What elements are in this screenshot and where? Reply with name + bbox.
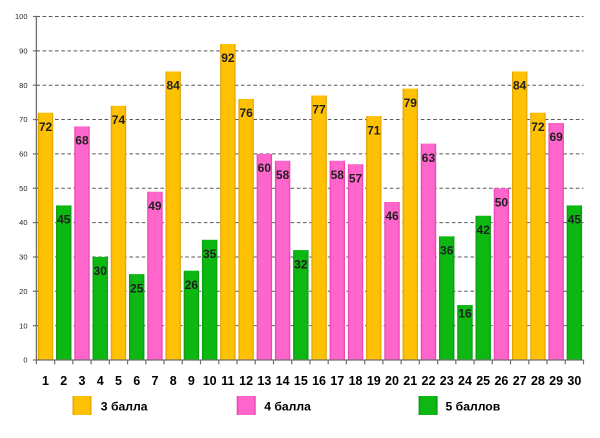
svg-text:16: 16 [312,374,326,388]
svg-text:17: 17 [330,374,344,388]
svg-text:25: 25 [476,374,490,388]
svg-text:23: 23 [440,374,454,388]
svg-text:11: 11 [221,374,234,388]
svg-text:35: 35 [203,247,217,261]
svg-text:72: 72 [531,120,545,134]
svg-text:25: 25 [130,281,144,295]
svg-text:12: 12 [239,374,253,388]
svg-text:30: 30 [567,374,581,388]
svg-text:45: 45 [57,213,71,227]
svg-text:26: 26 [185,278,199,292]
svg-text:22: 22 [422,374,436,388]
svg-text:90: 90 [19,46,27,55]
svg-text:50: 50 [19,184,27,193]
svg-text:2: 2 [60,374,67,388]
svg-text:57: 57 [349,171,363,185]
svg-text:58: 58 [331,168,345,182]
svg-text:72: 72 [39,120,53,134]
svg-text:19: 19 [367,374,381,388]
svg-text:7: 7 [151,374,158,388]
svg-text:13: 13 [257,374,271,388]
svg-text:63: 63 [422,151,436,165]
svg-text:27: 27 [513,374,527,388]
svg-text:0: 0 [23,356,27,365]
svg-text:42: 42 [477,223,491,237]
svg-text:3: 3 [79,374,86,388]
svg-text:20: 20 [19,287,27,296]
svg-text:71: 71 [367,123,381,137]
svg-text:68: 68 [75,134,89,148]
svg-text:10: 10 [19,321,27,330]
svg-text:24: 24 [458,374,472,388]
svg-text:100: 100 [15,12,28,21]
svg-text:28: 28 [531,374,545,388]
svg-text:18: 18 [349,374,363,388]
svg-text:60: 60 [19,150,27,159]
svg-text:20: 20 [385,374,399,388]
svg-text:79: 79 [404,96,418,110]
svg-text:4: 4 [97,374,104,388]
svg-text:14: 14 [276,374,290,388]
svg-text:1: 1 [42,374,49,388]
svg-text:46: 46 [385,209,399,223]
svg-text:74: 74 [112,113,126,127]
svg-text:70: 70 [19,115,27,124]
svg-text:45: 45 [568,213,582,227]
svg-text:77: 77 [312,103,326,117]
svg-text:10: 10 [203,374,217,388]
svg-text:5: 5 [115,374,122,388]
svg-text:76: 76 [239,106,253,120]
svg-text:15: 15 [294,374,308,388]
svg-text:32: 32 [294,257,308,271]
svg-text:21: 21 [403,374,417,388]
svg-text:58: 58 [276,168,290,182]
svg-text:40: 40 [19,218,27,227]
svg-text:5 баллов: 5 баллов [446,400,501,414]
svg-text:60: 60 [258,161,272,175]
svg-text:50: 50 [495,195,509,209]
svg-text:80: 80 [19,81,27,90]
svg-text:49: 49 [148,199,162,213]
svg-text:8: 8 [170,374,177,388]
svg-text:29: 29 [549,374,563,388]
svg-text:30: 30 [94,264,108,278]
svg-text:6: 6 [133,374,140,388]
svg-text:84: 84 [513,79,527,93]
svg-text:84: 84 [167,79,181,93]
svg-text:9: 9 [188,374,195,388]
svg-text:92: 92 [221,51,235,65]
svg-text:26: 26 [494,374,508,388]
svg-text:69: 69 [549,130,563,144]
svg-text:3 балла: 3 балла [101,400,148,414]
svg-text:16: 16 [458,307,472,321]
svg-text:36: 36 [440,244,454,258]
svg-text:30: 30 [19,253,27,262]
svg-text:4 балла: 4 балла [264,400,311,414]
